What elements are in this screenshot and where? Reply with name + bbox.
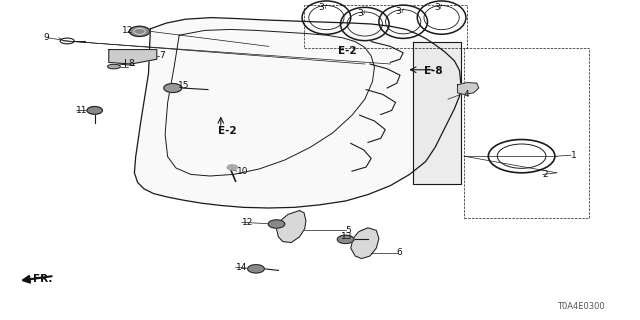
Text: 11: 11: [76, 106, 87, 115]
Text: E-2: E-2: [338, 45, 356, 56]
Circle shape: [87, 107, 102, 114]
Text: 9: 9: [44, 33, 49, 42]
Polygon shape: [413, 42, 461, 184]
Polygon shape: [458, 83, 479, 94]
Polygon shape: [351, 228, 379, 259]
Text: 4: 4: [464, 90, 470, 99]
Text: 15: 15: [178, 81, 189, 90]
Circle shape: [227, 165, 237, 170]
Text: 14: 14: [236, 263, 247, 272]
Text: 8: 8: [128, 60, 134, 68]
Text: 3: 3: [396, 7, 401, 16]
Ellipse shape: [108, 64, 120, 69]
Circle shape: [337, 235, 354, 244]
Text: 10: 10: [237, 167, 248, 176]
Circle shape: [129, 26, 150, 36]
Text: 7: 7: [159, 52, 164, 60]
Text: 6: 6: [397, 248, 403, 257]
Text: 13: 13: [340, 232, 352, 241]
Bar: [304, 5, 467, 48]
Polygon shape: [109, 50, 157, 64]
Text: T0A4E0300: T0A4E0300: [557, 302, 604, 311]
Text: E-2: E-2: [218, 125, 236, 136]
Text: 3: 3: [357, 9, 363, 18]
Text: 1: 1: [571, 151, 577, 160]
Text: 12: 12: [122, 26, 133, 35]
Text: 12: 12: [242, 218, 253, 227]
Text: 3: 3: [319, 3, 324, 12]
Circle shape: [164, 84, 182, 92]
Text: FR.: FR.: [33, 274, 52, 284]
Polygon shape: [276, 211, 306, 243]
Polygon shape: [134, 18, 461, 208]
Bar: [464, 48, 589, 218]
Circle shape: [268, 220, 285, 228]
Text: 3: 3: [434, 3, 440, 12]
Text: 5: 5: [346, 226, 351, 235]
Circle shape: [248, 265, 264, 273]
Text: E-8: E-8: [424, 66, 442, 76]
Text: 2: 2: [543, 170, 548, 179]
